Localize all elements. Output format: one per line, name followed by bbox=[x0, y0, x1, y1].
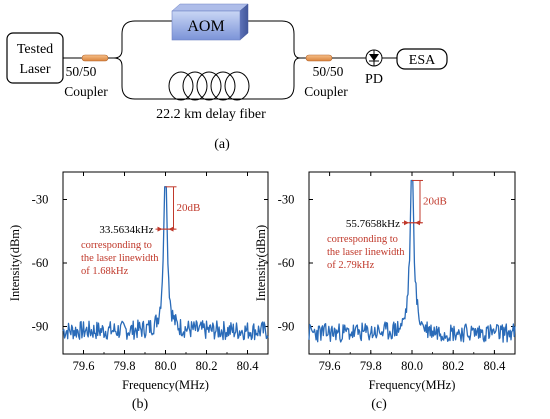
linewidth-note-line: of 2.79kHz bbox=[327, 260, 375, 271]
x-tick-label: 79.8 bbox=[114, 359, 136, 373]
tested-laser-label-line1: Tested bbox=[17, 42, 53, 57]
width-arrow-left bbox=[157, 226, 163, 232]
drop-label: 20dB bbox=[423, 196, 447, 208]
right-coupler-label: Coupler bbox=[304, 84, 348, 99]
aom-block bbox=[171, 10, 241, 41]
y-tick-label: -60 bbox=[32, 256, 49, 270]
x-tick-label: 80.4 bbox=[237, 359, 260, 373]
esa-label: ESA bbox=[409, 53, 436, 68]
y-axis-label: Intensity(dBm) bbox=[254, 225, 268, 301]
tested-laser-label-line2: Laser bbox=[19, 62, 50, 77]
x-tick-label: 79.6 bbox=[319, 359, 341, 373]
width-label: 33.5634kHz bbox=[99, 224, 153, 236]
x-tick-label: 80.0 bbox=[401, 359, 423, 373]
caption-a: (a) bbox=[214, 137, 230, 152]
left-coupler-label: Coupler bbox=[64, 84, 108, 99]
aom-top-face bbox=[171, 3, 249, 12]
x-axis-label: Frequency(MHz) bbox=[122, 378, 209, 392]
right-coupler-ratio: 50/50 bbox=[313, 64, 344, 79]
linewidth-note-line: the laser linewidth bbox=[81, 253, 159, 264]
caption: (c) bbox=[371, 397, 387, 412]
y-tick-label: -90 bbox=[278, 319, 295, 333]
x-tick-label: 80.0 bbox=[155, 359, 177, 373]
width-label: 55.7658kHz bbox=[346, 218, 400, 230]
linewidth-note-line: corresponding to bbox=[327, 234, 398, 245]
upper-arm-fiber-left bbox=[108, 20, 172, 59]
y-tick-label: -60 bbox=[278, 256, 295, 270]
esa-box bbox=[396, 48, 448, 70]
aom-label: AOM bbox=[187, 18, 224, 35]
spectrum-panel-c: 79.6 79.8 80.0 80.2 80.4 -30 -60 -90 Frequency(M… bbox=[254, 171, 516, 412]
y-tick-label: -30 bbox=[32, 193, 49, 207]
width-arrow-right bbox=[415, 220, 420, 226]
delay-fiber-coil-icon bbox=[168, 71, 250, 101]
y-tick-label: -90 bbox=[32, 319, 49, 333]
pd-label: PD bbox=[365, 72, 383, 87]
upper-arm-fiber-right bbox=[240, 20, 306, 59]
lower-arm-fiber bbox=[113, 57, 301, 100]
x-axis-label: Frequency(MHz) bbox=[369, 378, 456, 392]
width-arrow-left bbox=[404, 220, 409, 226]
y-tick-label: -30 bbox=[278, 193, 295, 207]
caption: (b) bbox=[132, 397, 149, 412]
right-coupler-icon bbox=[305, 54, 333, 62]
photodetector-icon bbox=[365, 49, 383, 67]
linewidth-note-line: of 1.68kHz bbox=[81, 266, 129, 277]
x-tick-label: 80.4 bbox=[483, 359, 506, 373]
drop-label: 20dB bbox=[177, 202, 201, 214]
linewidth-note-line: corresponding to bbox=[81, 240, 152, 251]
left-coupler-icon bbox=[81, 54, 109, 62]
y-axis-label: Intensity(dBm) bbox=[8, 225, 22, 301]
spectrum-plots: 79.6 79.8 80.0 80.2 80.4 -30 -60 -90 Frequency(M… bbox=[8, 171, 516, 412]
spectrum-panel-b: 79.6 79.8 80.0 80.2 80.4 -30 -60 -90 Frequency(M… bbox=[8, 171, 269, 412]
x-tick-label: 79.8 bbox=[360, 359, 382, 373]
x-tick-label: 80.2 bbox=[442, 359, 464, 373]
left-coupler-ratio: 50/50 bbox=[66, 64, 97, 79]
x-tick-label: 80.2 bbox=[196, 359, 218, 373]
setup-diagram: Tested Laser 50/50 Coupler AOM 22.2 km d… bbox=[6, 3, 448, 152]
width-arrow-right bbox=[168, 226, 174, 232]
delay-fiber-label: 22.2 km delay fiber bbox=[156, 107, 266, 122]
x-tick-label: 79.6 bbox=[73, 359, 95, 373]
linewidth-note-line: the laser linewidth bbox=[327, 247, 405, 258]
